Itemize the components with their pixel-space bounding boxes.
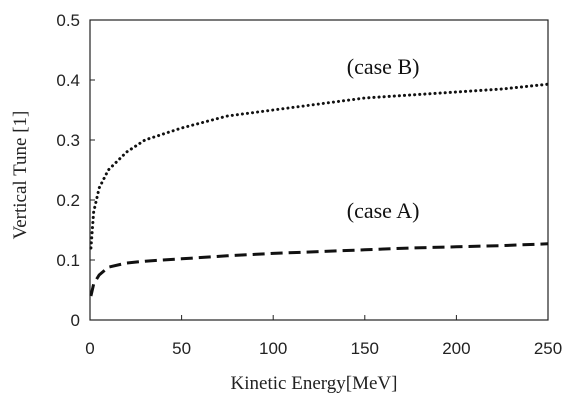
x-axis-title: Kinetic Energy[MeV] [231,373,398,394]
series-line-case-b [89,82,550,250]
x-tick-label: 200 [442,339,470,358]
series-line-case-a [89,242,549,297]
y-tick-label: 0.1 [56,251,80,270]
x-tick-label: 150 [351,339,379,358]
y-tick-label: 0 [71,311,80,330]
x-tick-label: 250 [534,339,562,358]
annotation-label: (case B) [347,54,420,79]
x-tick-label: 50 [172,339,191,358]
y-tick-label: 0.4 [56,71,80,90]
y-tick-label: 0.3 [56,131,80,150]
x-tick-label: 100 [259,339,287,358]
y-tick-label: 0.2 [56,191,80,210]
annotation-label: (case A) [347,198,420,223]
y-axis-title: Vertical Tune [1] [10,111,31,240]
x-tick-label: 0 [85,339,94,358]
plot-area-frame [89,19,549,321]
y-tick-label: 0.5 [56,11,80,30]
